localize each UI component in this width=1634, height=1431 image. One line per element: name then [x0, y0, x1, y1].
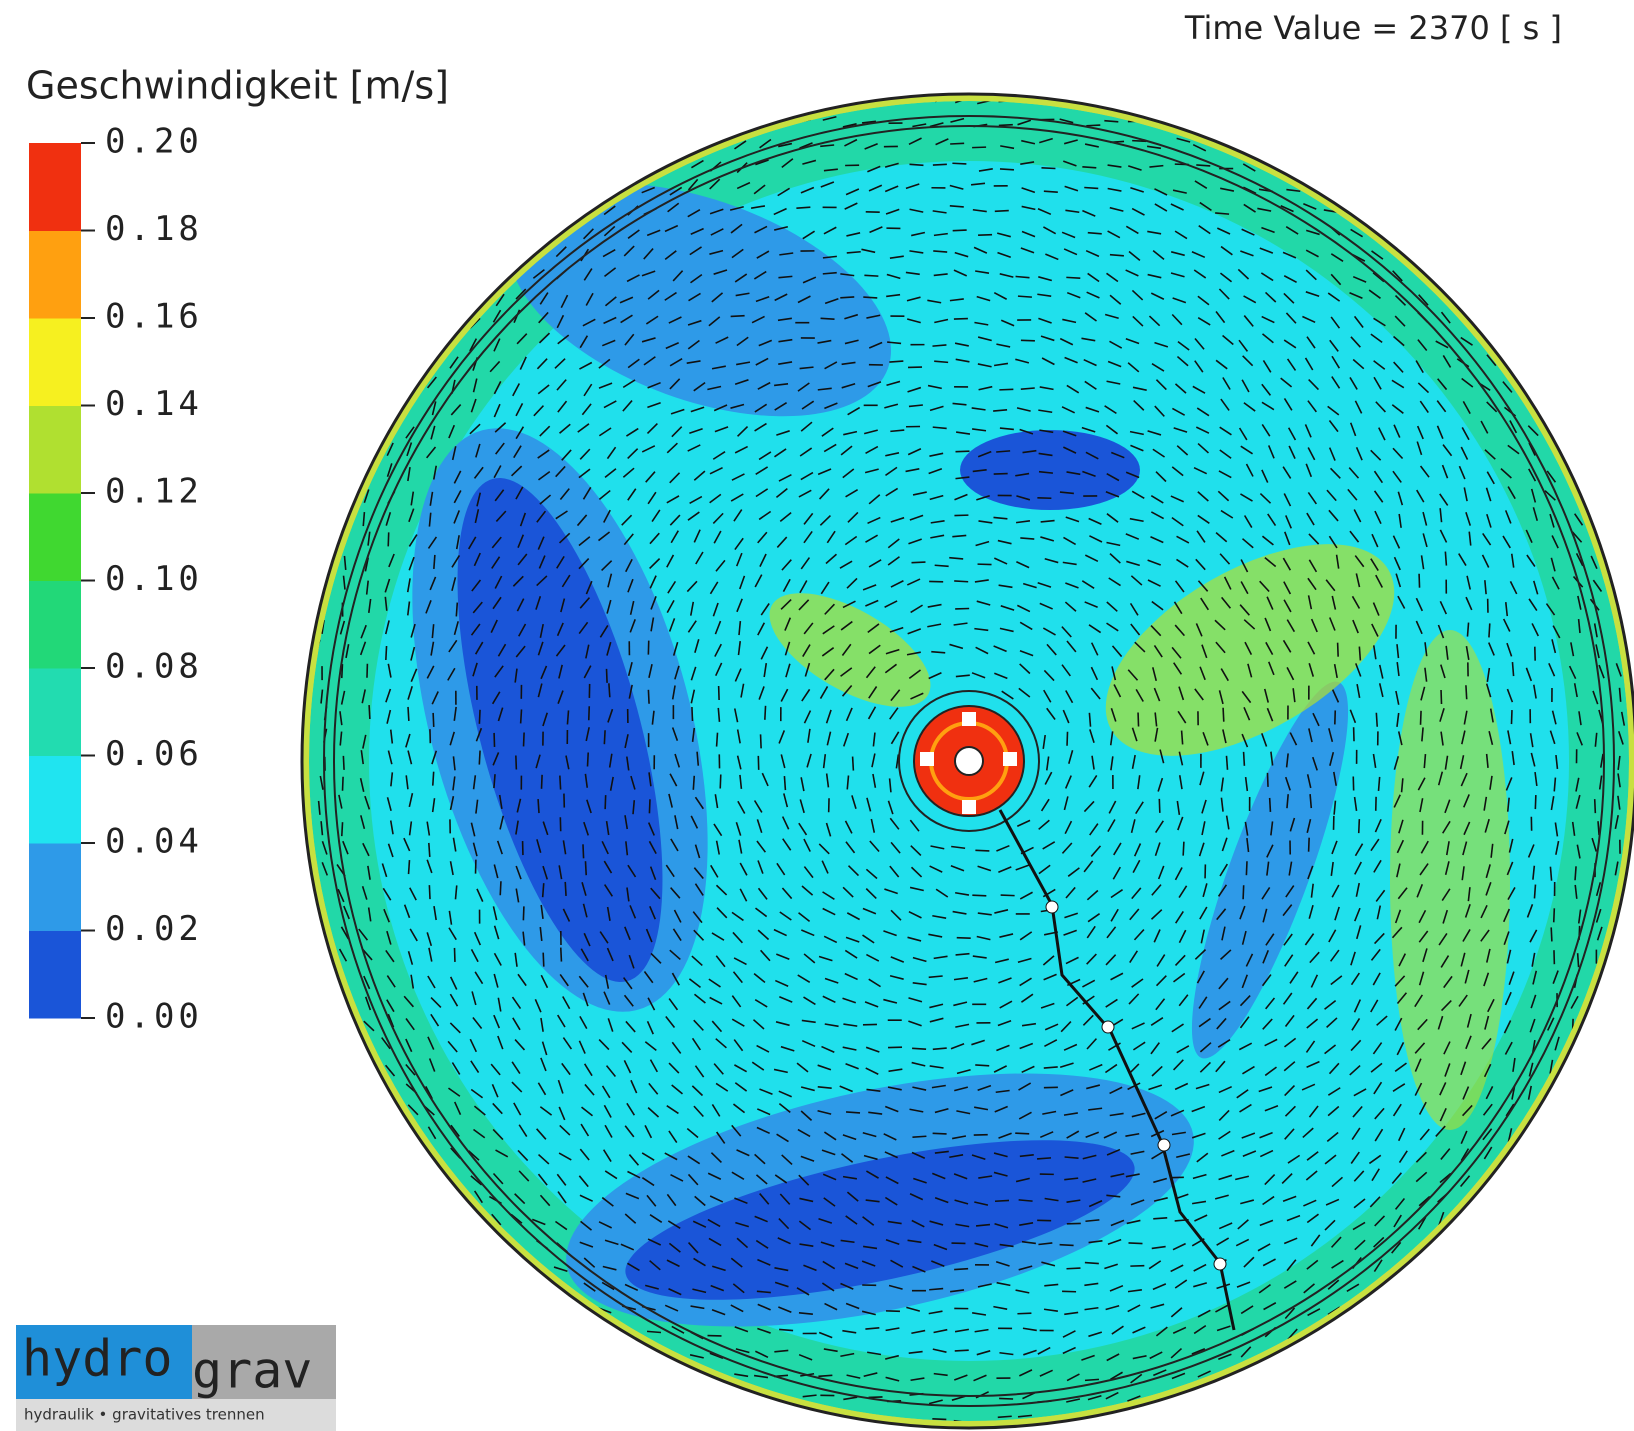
- colorbar-title: Geschwindigkeit [m/s]: [26, 64, 449, 108]
- colorbar-band: [29, 318, 81, 406]
- colorbar-band: [29, 493, 81, 581]
- colorbar-tick-label: 0.00: [105, 997, 203, 1037]
- colorbar-band: [29, 755, 81, 844]
- colorbar-tick-label: 0.06: [105, 734, 203, 774]
- colorbar-band: [29, 405, 81, 494]
- logo: hydro grav hydraulik • gravitatives tren…: [16, 1325, 336, 1431]
- colorbar-tick-label: 0.12: [105, 472, 203, 512]
- colorbar-tick-label: 0.02: [105, 909, 203, 949]
- time-label: Time Value = 2370 [ s ]: [1184, 9, 1562, 47]
- colorbar-tick-label: 0.20: [105, 122, 203, 162]
- colorbar-tick-label: 0.10: [105, 559, 203, 599]
- colorbar-tick-label: 0.04: [105, 822, 203, 862]
- colorbar-tick-label: 0.16: [105, 297, 203, 337]
- colorbar-band: [29, 668, 81, 756]
- colorbar-band: [29, 230, 81, 319]
- colorbar: 0.00 0.02 0.04 0.06 0.08 0.10 0.12 0.14 0.16 0.18…: [29, 122, 203, 1037]
- colorbar-band: [29, 930, 81, 1019]
- colorbar-tick-label: 0.18: [105, 209, 203, 249]
- colorbar-band: [29, 143, 81, 231]
- logo-tagline: hydraulik • gravitatives trennen: [24, 1406, 265, 1424]
- logo-part2: grav: [192, 1342, 312, 1400]
- colorbar-tick-label: 0.08: [105, 647, 203, 687]
- logo-part1: hydro: [22, 1330, 173, 1388]
- colorbar-band: [29, 843, 81, 931]
- colorbar-tick-label: 0.14: [105, 384, 203, 424]
- colorbar-band: [29, 580, 81, 669]
- flow-field: [300, 92, 1634, 1430]
